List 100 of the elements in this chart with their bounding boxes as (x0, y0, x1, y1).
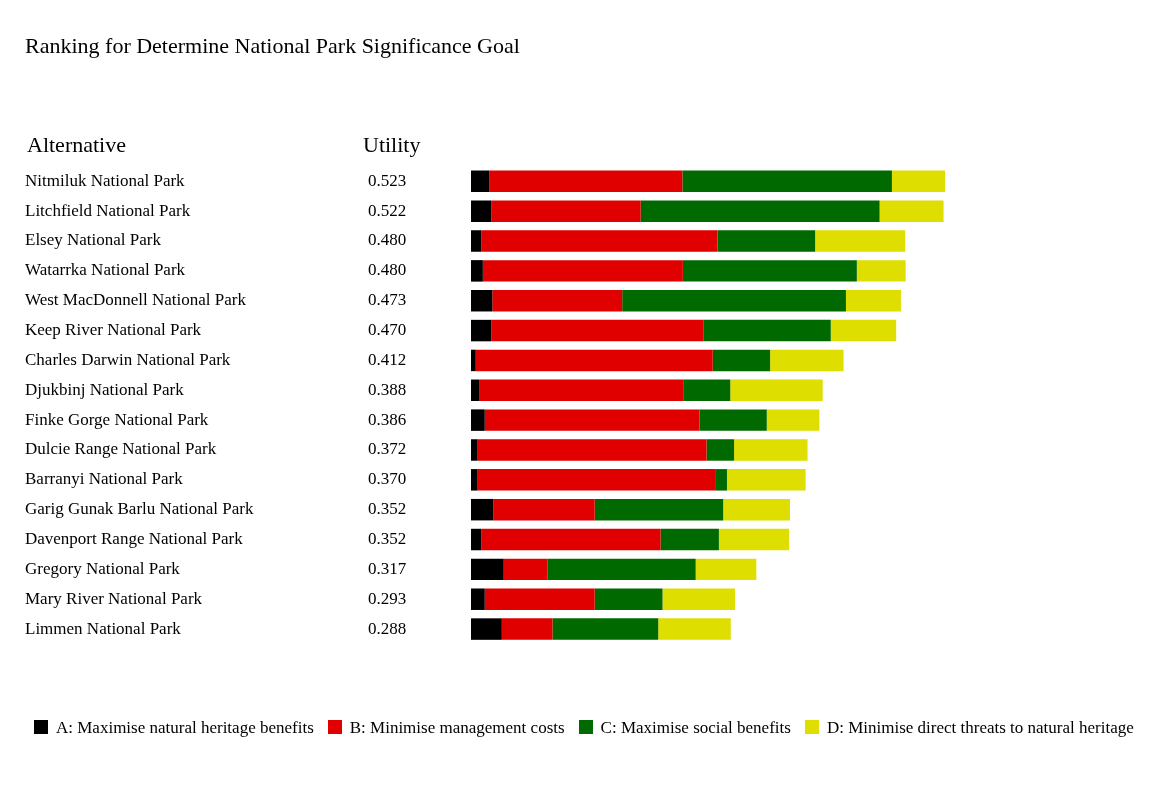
text: 0.523 (367, 170, 407, 190)
bar (484, 409, 700, 431)
bar (491, 200, 641, 222)
bar (501, 618, 553, 640)
y-tick-label: Dulcie Range National Park (25, 439, 217, 459)
bar (471, 498, 494, 521)
bar (477, 469, 716, 491)
bar (471, 528, 482, 551)
y-tick-label: Djukbinj National Park (25, 379, 185, 399)
bar (891, 170, 945, 193)
text: 0.317 (367, 558, 407, 578)
y-tick-label: Barranyi National Park (25, 469, 184, 489)
bar (734, 439, 808, 461)
bar (471, 230, 482, 252)
bar (695, 558, 757, 581)
bar (481, 230, 718, 252)
bar (471, 588, 485, 610)
bar (471, 289, 493, 312)
bar (594, 588, 663, 610)
bar (471, 170, 490, 193)
y-tick-label: Gregory National Park (25, 558, 181, 578)
bar (712, 349, 771, 372)
bar (683, 379, 731, 402)
bar (479, 379, 684, 402)
bar (489, 170, 683, 193)
text: 0.386 (367, 409, 407, 429)
bar (471, 200, 492, 222)
bar (717, 230, 816, 252)
bar (493, 498, 595, 521)
text: 0.352 (367, 528, 407, 548)
text: 0.372 (367, 439, 407, 459)
bar (640, 200, 880, 222)
bar (662, 588, 736, 610)
bar (845, 289, 901, 312)
bar (484, 588, 595, 610)
bar (471, 558, 504, 581)
text: 0.470 (367, 320, 407, 340)
bar (594, 498, 724, 521)
bar (715, 469, 727, 491)
y-tick-label: Watarrka National Park (25, 260, 186, 280)
legend-label: A: Maximise natural heritage benefits (55, 717, 314, 739)
y-tick-label: Charles Darwin National Park (25, 349, 231, 369)
y-tick-label: Nitmiluk National Park (25, 170, 186, 190)
bar (815, 230, 906, 252)
bar (830, 319, 897, 342)
bar (471, 319, 492, 342)
text: Utility (363, 132, 421, 158)
bar (856, 260, 906, 282)
legend-label: C: Maximise social benefits (599, 717, 791, 739)
bar (726, 469, 806, 491)
legend-label: B: Minimise management costs (348, 717, 565, 739)
bar (471, 618, 502, 640)
y-tick-label: Davenport Range National Park (25, 528, 244, 548)
bar (471, 349, 476, 372)
y-tick-label: Keep River National Park (25, 320, 202, 340)
text: 0.352 (367, 499, 407, 519)
y-tick-label: Limmen National Park (25, 618, 182, 638)
text: 0.473 (367, 290, 407, 310)
y-axis-title: Alternative (27, 132, 126, 158)
y-tick-label: West MacDonnell National Park (25, 290, 247, 310)
y-tick-label: Elsey National Park (25, 230, 162, 250)
bar (723, 498, 790, 521)
text: 0.522 (367, 200, 407, 220)
bar (703, 319, 831, 342)
bar (477, 439, 707, 461)
text: 0.388 (367, 379, 407, 399)
bar (492, 289, 623, 312)
bar (699, 409, 767, 431)
bar (482, 260, 683, 282)
bar (660, 528, 719, 551)
bar (491, 319, 704, 342)
bar (766, 409, 820, 431)
text: 0.288 (367, 618, 407, 638)
bar (481, 528, 661, 551)
bar (730, 379, 823, 402)
bar (879, 200, 944, 222)
y-tick-label: Finke Gorge National Park (25, 409, 209, 429)
text: 0.480 (367, 260, 407, 280)
legend-label: D: Minimise direct threats to natural heritage (825, 717, 1134, 739)
bar (706, 439, 735, 461)
bar (475, 349, 713, 372)
text: 0.412 (367, 349, 407, 369)
text: 0.370 (367, 469, 407, 489)
bar (471, 379, 480, 402)
text: 0.480 (367, 230, 407, 250)
bar (718, 528, 790, 551)
bar (471, 439, 478, 461)
text: Ranking for Determine National Park Significance Goal (25, 32, 520, 58)
bar (682, 170, 892, 193)
bar (503, 558, 548, 581)
y-tick-label: Litchfield National Park (25, 200, 191, 220)
bar (471, 409, 485, 431)
bar (682, 260, 857, 282)
bar (471, 469, 478, 491)
bar (658, 618, 731, 640)
text: 0.293 (367, 588, 407, 608)
bar (552, 618, 659, 640)
bar (770, 349, 844, 372)
y-tick-label: Garig Gunak Barlu National Park (25, 499, 254, 519)
bar (547, 558, 696, 581)
